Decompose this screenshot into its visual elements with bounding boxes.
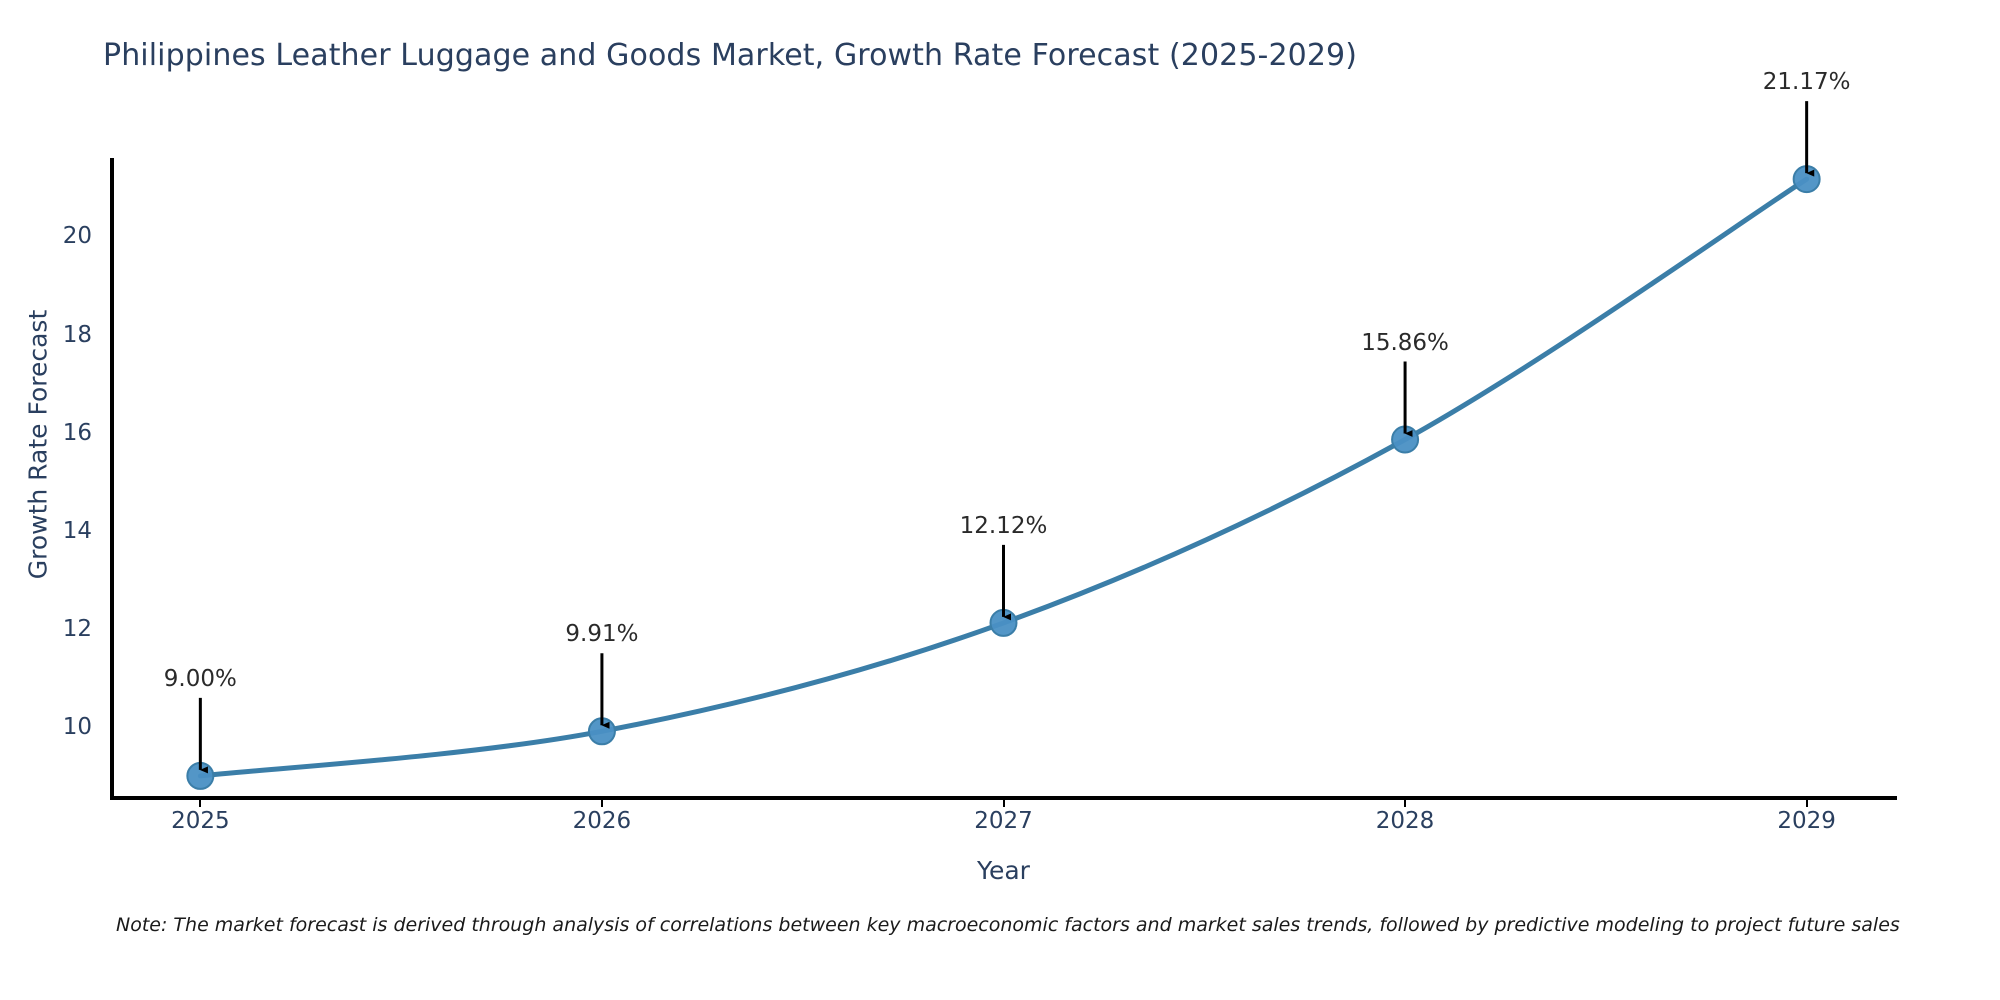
data-point-markers — [186, 165, 1821, 790]
y-axis-tick-label: 14 — [62, 517, 92, 544]
x-axis-tick-label: 2025 — [171, 808, 230, 834]
x-axis-tick-mark — [1002, 800, 1005, 807]
page-title: Philippines Leather Luggage and Goods Ma… — [103, 38, 1358, 73]
y-axis-spine — [110, 158, 114, 800]
annotation-arrows — [198, 101, 1815, 774]
data-point-label: 9.91% — [565, 621, 639, 648]
y-axis-tick-label: 16 — [62, 419, 92, 446]
x-axis-title-text: Year — [977, 856, 1030, 885]
data-point-label: 15.86% — [1361, 329, 1449, 356]
x-axis-tick-label: 2029 — [1777, 808, 1836, 834]
footnote: Note: The market forecast is derived thr… — [116, 914, 1900, 936]
x-axis-tick-mark — [1805, 800, 1808, 807]
x-axis-spine — [110, 796, 1897, 800]
x-axis-tick-mark — [199, 800, 202, 807]
y-axis-tick-label: 12 — [62, 615, 92, 642]
y-axis-tick-label: 20 — [62, 223, 92, 250]
x-axis-tick-mark — [1404, 800, 1407, 807]
data-point-label: 21.17% — [1762, 69, 1851, 96]
data-point-label: 9.00% — [163, 665, 237, 692]
data-point-label: 12.12% — [959, 512, 1048, 539]
x-axis-tick-label: 2028 — [1375, 808, 1435, 834]
x-axis-tick-mark — [600, 800, 603, 807]
y-axis-tick-label: 10 — [62, 713, 92, 740]
data-series-line — [197, 176, 1810, 779]
x-axis-tick-label: 2027 — [974, 808, 1033, 834]
x-axis-title: Year — [112, 856, 1895, 885]
y-axis-tick-label: 18 — [62, 321, 92, 348]
x-axis-tick-label: 2026 — [572, 808, 632, 834]
